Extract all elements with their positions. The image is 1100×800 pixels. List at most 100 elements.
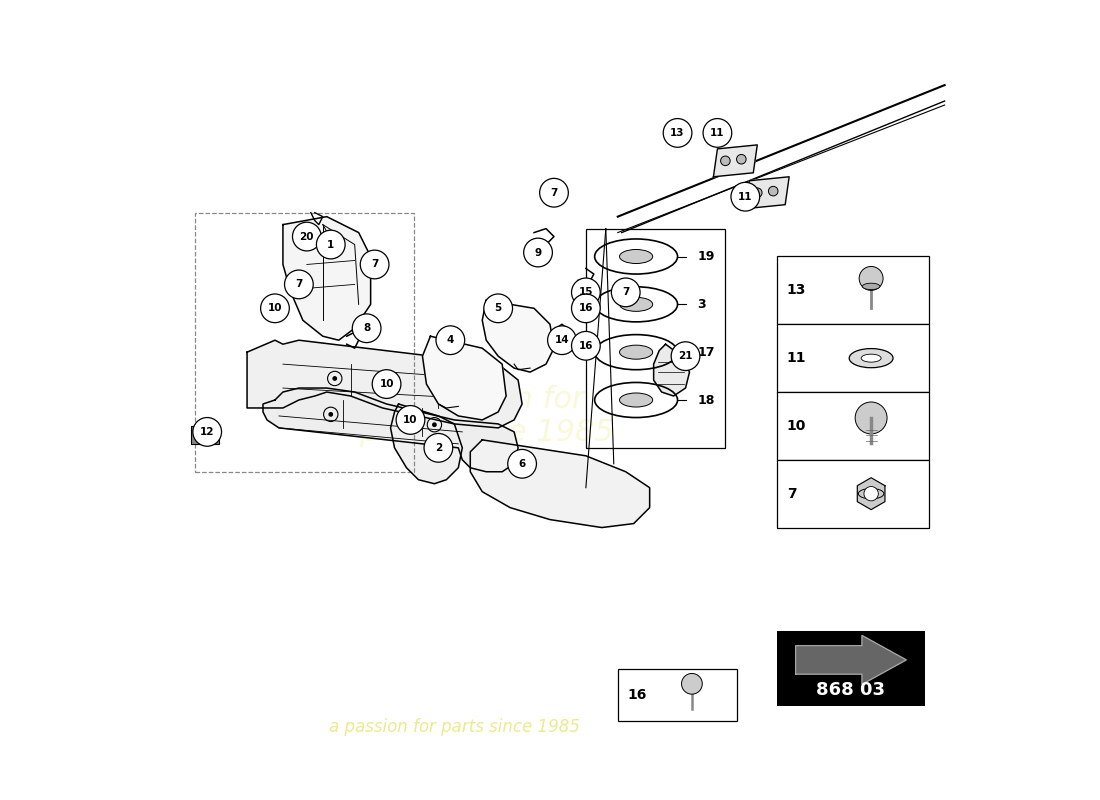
Circle shape bbox=[769, 186, 778, 196]
Circle shape bbox=[663, 118, 692, 147]
Circle shape bbox=[737, 154, 746, 164]
Text: a passion for
parts since 1985: a passion for parts since 1985 bbox=[359, 385, 614, 447]
Text: 6: 6 bbox=[518, 458, 526, 469]
Ellipse shape bbox=[849, 349, 893, 368]
Polygon shape bbox=[422, 336, 506, 420]
Ellipse shape bbox=[619, 345, 652, 359]
Circle shape bbox=[372, 370, 400, 398]
Ellipse shape bbox=[619, 393, 652, 407]
Circle shape bbox=[293, 222, 321, 251]
Circle shape bbox=[703, 118, 732, 147]
Polygon shape bbox=[795, 635, 906, 684]
Bar bbox=[191, 426, 219, 444]
Circle shape bbox=[612, 278, 640, 306]
Circle shape bbox=[732, 182, 760, 211]
Circle shape bbox=[859, 266, 883, 290]
Polygon shape bbox=[857, 478, 884, 510]
Text: 19: 19 bbox=[697, 250, 715, 263]
Text: 8: 8 bbox=[363, 323, 371, 334]
Circle shape bbox=[329, 412, 333, 417]
Circle shape bbox=[671, 342, 700, 370]
Text: a passion for parts since 1985: a passion for parts since 1985 bbox=[329, 718, 580, 736]
Text: 10: 10 bbox=[379, 379, 394, 389]
Circle shape bbox=[424, 434, 453, 462]
Text: 1: 1 bbox=[327, 239, 334, 250]
Text: 13: 13 bbox=[786, 283, 806, 298]
Text: 2: 2 bbox=[434, 443, 442, 453]
Polygon shape bbox=[653, 344, 690, 396]
Text: 9: 9 bbox=[535, 247, 541, 258]
Ellipse shape bbox=[862, 283, 880, 290]
Circle shape bbox=[436, 326, 464, 354]
Text: 7: 7 bbox=[295, 279, 302, 290]
Text: 16: 16 bbox=[579, 303, 593, 314]
Circle shape bbox=[432, 422, 437, 427]
Bar bbox=[778, 392, 928, 460]
Text: 11: 11 bbox=[711, 128, 725, 138]
Circle shape bbox=[484, 294, 513, 322]
Bar bbox=[778, 631, 925, 697]
Text: 868 03: 868 03 bbox=[816, 681, 886, 698]
Circle shape bbox=[352, 314, 381, 342]
Circle shape bbox=[682, 674, 702, 694]
Bar bbox=[778, 324, 928, 392]
Text: 16: 16 bbox=[579, 341, 593, 350]
Text: 21: 21 bbox=[679, 351, 693, 361]
Polygon shape bbox=[283, 217, 371, 340]
Circle shape bbox=[261, 294, 289, 322]
Circle shape bbox=[572, 331, 601, 360]
Circle shape bbox=[192, 418, 221, 446]
Text: 17: 17 bbox=[697, 346, 715, 358]
Polygon shape bbox=[263, 388, 518, 472]
Circle shape bbox=[540, 178, 569, 207]
Circle shape bbox=[285, 270, 314, 298]
Text: 5: 5 bbox=[495, 303, 502, 314]
Polygon shape bbox=[482, 300, 554, 372]
Circle shape bbox=[332, 376, 337, 381]
Circle shape bbox=[444, 387, 449, 392]
Polygon shape bbox=[714, 145, 757, 177]
Polygon shape bbox=[471, 440, 650, 527]
Text: 10: 10 bbox=[404, 415, 418, 425]
Circle shape bbox=[548, 326, 576, 354]
Text: 12: 12 bbox=[200, 427, 214, 437]
Ellipse shape bbox=[619, 298, 652, 311]
Text: 7: 7 bbox=[371, 259, 378, 270]
Bar bbox=[778, 673, 925, 706]
Text: 11: 11 bbox=[786, 351, 806, 365]
Text: 7: 7 bbox=[621, 287, 629, 298]
Circle shape bbox=[855, 402, 887, 434]
Text: 4: 4 bbox=[447, 335, 454, 346]
Text: 20: 20 bbox=[299, 231, 315, 242]
Circle shape bbox=[752, 188, 762, 198]
Text: 15: 15 bbox=[579, 287, 593, 298]
Ellipse shape bbox=[619, 250, 652, 263]
Ellipse shape bbox=[861, 354, 881, 362]
Circle shape bbox=[361, 250, 389, 279]
Circle shape bbox=[572, 278, 601, 306]
Text: 14: 14 bbox=[554, 335, 570, 346]
Text: 16: 16 bbox=[627, 688, 647, 702]
Text: 10: 10 bbox=[267, 303, 283, 314]
Text: 3: 3 bbox=[697, 298, 706, 311]
Polygon shape bbox=[746, 177, 789, 209]
Text: 7: 7 bbox=[550, 188, 558, 198]
Circle shape bbox=[508, 450, 537, 478]
Circle shape bbox=[317, 230, 345, 259]
Circle shape bbox=[864, 486, 878, 501]
Bar bbox=[195, 213, 415, 472]
Circle shape bbox=[524, 238, 552, 267]
Bar bbox=[618, 669, 737, 721]
Circle shape bbox=[572, 294, 601, 322]
Bar bbox=[778, 460, 928, 527]
Polygon shape bbox=[248, 340, 522, 428]
Text: 10: 10 bbox=[786, 419, 806, 433]
Bar bbox=[778, 257, 928, 324]
Text: 18: 18 bbox=[697, 394, 715, 406]
Circle shape bbox=[396, 406, 425, 434]
Text: 13: 13 bbox=[670, 128, 685, 138]
Bar bbox=[586, 229, 725, 448]
Text: 11: 11 bbox=[738, 192, 752, 202]
Circle shape bbox=[720, 156, 730, 166]
Text: 7: 7 bbox=[786, 486, 796, 501]
